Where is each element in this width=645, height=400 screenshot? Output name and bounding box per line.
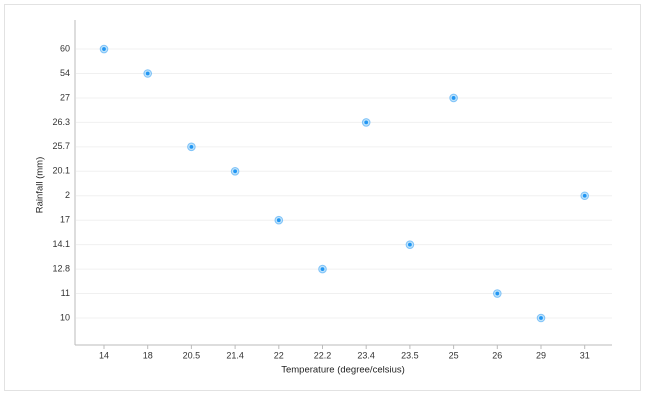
point-dot xyxy=(233,169,238,174)
x-tick-label: 22 xyxy=(274,350,284,360)
y-tick-label: 20.1 xyxy=(52,166,70,176)
point-dot xyxy=(102,47,106,51)
point-dot xyxy=(189,144,194,149)
point-dot xyxy=(276,218,281,223)
y-tick-label: 60 xyxy=(60,43,70,53)
point-dot xyxy=(364,120,369,125)
y-tick-label: 10 xyxy=(60,312,70,322)
point-dot xyxy=(495,291,500,296)
y-tick-label: 27 xyxy=(60,92,70,102)
y-tick-label: 25.7 xyxy=(52,141,70,151)
x-tick-label: 23.4 xyxy=(357,350,375,360)
point xyxy=(361,118,371,127)
x-tick-label: 14 xyxy=(99,350,109,360)
x-tick-label: 18 xyxy=(143,350,153,360)
point-dot xyxy=(408,242,412,247)
y-tick-label: 11 xyxy=(61,288,70,298)
y-tick-label: 54 xyxy=(60,68,70,78)
point xyxy=(143,69,152,78)
point xyxy=(580,191,590,201)
y-tick-label: 14.1 xyxy=(52,239,70,249)
point xyxy=(405,240,415,249)
point xyxy=(187,142,196,152)
point xyxy=(274,215,284,225)
x-axis-title: Temperature (degree/celsius) xyxy=(281,365,405,376)
y-tick-label: 2 xyxy=(65,190,70,200)
point xyxy=(536,313,546,323)
point xyxy=(230,167,240,176)
x-tick-label: 25 xyxy=(449,350,459,360)
x-tick-label: 20.5 xyxy=(183,350,201,360)
x-tick-label: 26 xyxy=(492,350,502,360)
point xyxy=(318,264,327,274)
point xyxy=(99,44,109,54)
point-dot xyxy=(145,71,150,76)
x-tick-label: 22.2 xyxy=(314,350,332,360)
chart-frame xyxy=(4,4,641,391)
y-tick-label: 12.8 xyxy=(52,263,70,273)
x-tick-label: 23.5 xyxy=(401,350,419,360)
x-tick-label: 31 xyxy=(580,350,590,360)
point-dot xyxy=(582,193,587,198)
y-tick-label: 26.3 xyxy=(52,117,70,127)
point xyxy=(493,289,502,298)
point-dot xyxy=(539,316,543,320)
x-tick-label: 21.4 xyxy=(226,350,244,360)
point-dot xyxy=(451,96,456,100)
point xyxy=(449,93,458,103)
x-tick-label: 29 xyxy=(536,350,546,360)
point-dot xyxy=(320,267,325,271)
y-axis-title: Rainfall (mm) xyxy=(35,157,46,213)
y-tick-label: 17 xyxy=(60,215,70,225)
